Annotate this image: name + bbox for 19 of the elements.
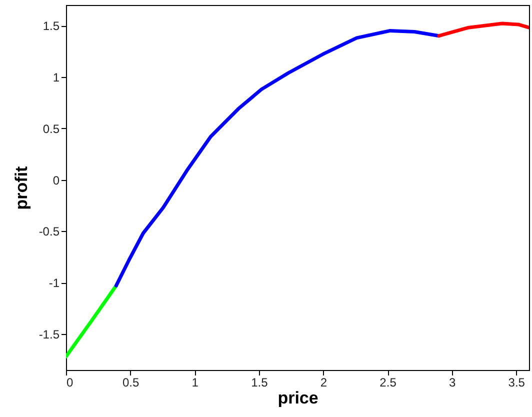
x-axis-title: price	[278, 388, 318, 408]
x-tick-label: 3	[448, 376, 456, 390]
x-tick-label: 2.5	[380, 376, 397, 390]
y-tick-label: 0	[52, 173, 60, 188]
x-tick-label: 2	[320, 376, 328, 390]
y-tick-label: -1	[48, 276, 60, 290]
y-tick-label: 0.5	[42, 122, 60, 136]
x-tick-label: 0.5	[122, 376, 140, 390]
x-tick-label: 1	[192, 376, 199, 390]
line-series	[114, 28, 441, 288]
x-tick-label: 1.5	[251, 376, 268, 390]
x-tick-label: 0	[66, 376, 74, 390]
x-tick-label: 3.5	[508, 376, 526, 390]
y-tick-label: 1.5	[42, 19, 60, 34]
y-axis-title: profit	[12, 166, 31, 210]
y-tick-label: -1.5	[38, 328, 60, 342]
line-series	[437, 22, 529, 38]
y-tick-label: -0.5	[38, 224, 60, 239]
y-tick-label: 1	[52, 70, 60, 84]
